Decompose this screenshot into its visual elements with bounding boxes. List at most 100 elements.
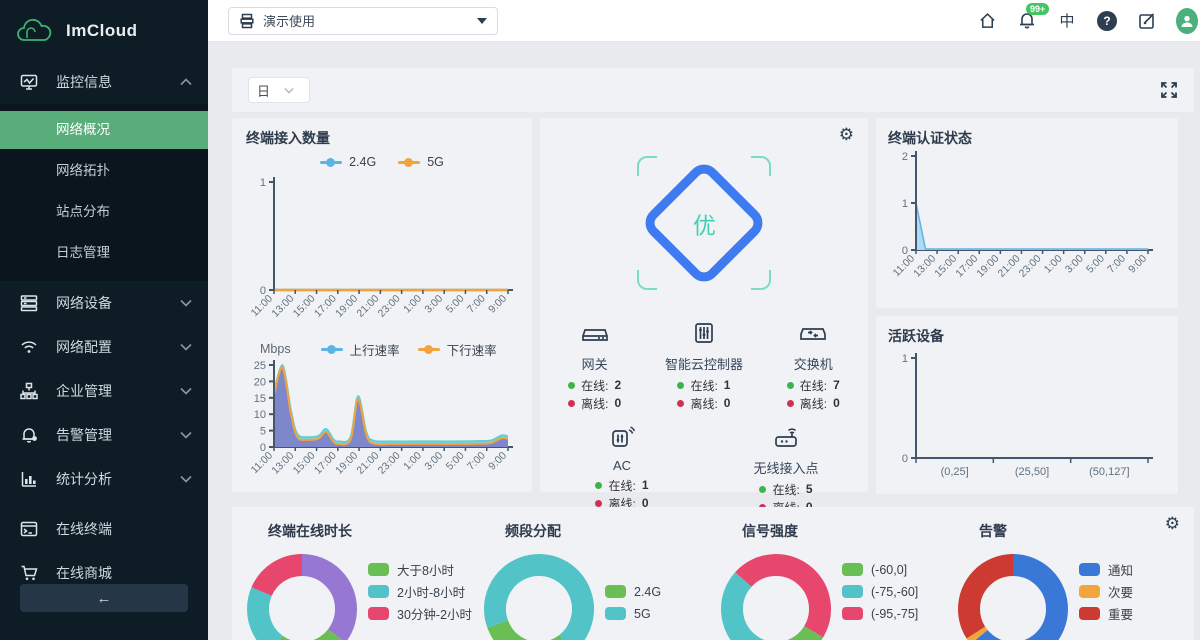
svg-text:0: 0 <box>902 453 908 465</box>
legend-item[interactable]: 5G <box>398 155 444 169</box>
device-stats-row1: 网关 在线: 2 离线: 0 智能云控制器 在线: 1 <box>540 318 868 412</box>
legend-item[interactable]: 上行速率 <box>320 340 400 359</box>
legend-item[interactable]: 2.4G <box>320 155 376 169</box>
dashboard-content: 日 终端接入数量 2.4G 5G 1 1:00 1 3:00 15:00 17:00 19:0… <box>208 42 1200 640</box>
help-icon: ? <box>1097 10 1117 31</box>
online-dot <box>786 381 794 389</box>
alarms-donut-chart <box>958 554 1068 640</box>
legend-item[interactable]: (-95,-75] <box>842 605 918 622</box>
svg-text:17:00: 17:00 <box>312 450 339 477</box>
svg-text:21:00: 21:00 <box>354 450 381 477</box>
topbar: 演示使用 99+ 中 ? <box>208 0 1200 42</box>
sidebar-item-log-management[interactable]: 日志管理 <box>56 245 110 260</box>
device-stats-row2: AC 在线: 1 离线: 0 无线接入点 在 <box>540 422 868 516</box>
svg-text:1:00: 1:00 <box>401 293 424 316</box>
svg-text:0: 0 <box>260 442 266 454</box>
grade-diamond-icon: 优 <box>638 157 770 289</box>
svg-text:(25,50]: (25,50] <box>1015 466 1049 478</box>
card-title-terminal-access: 终端接入数量 <box>246 130 330 146</box>
svg-text:(50,127]: (50,127] <box>1089 466 1129 478</box>
auth-status-card: 终端认证状态 11:00 13:00 15:00 17:00 19:00 21:00 23:… <box>876 118 1178 308</box>
svg-text:19:00: 19:00 <box>974 253 1001 280</box>
sidebar-item-network-topology[interactable]: 网络拓扑 <box>56 163 110 178</box>
home-button[interactable] <box>976 10 998 32</box>
device-stat-cloud-controller: 智能云控制器 在线: 1 离线: 0 <box>649 318 758 412</box>
offline-dot <box>595 499 603 507</box>
period-value: 日 <box>257 83 271 99</box>
chevron-down-icon <box>284 87 294 94</box>
sidebar-item-network-devices[interactable]: 网络设备 <box>0 281 208 325</box>
notifications-button[interactable]: 99+ <box>1016 2 1050 32</box>
app-title: ImCloud <box>66 21 138 40</box>
legend-item[interactable]: 重要 <box>1079 605 1133 622</box>
svg-text:1:00: 1:00 <box>401 450 424 473</box>
period-selector[interactable]: 日 <box>248 77 310 103</box>
chevron-down-icon <box>180 343 192 351</box>
sidebar-item-network-overview[interactable]: 网络概况 <box>0 111 208 149</box>
org-selector-value: 演示使用 <box>263 14 316 29</box>
sidebar-item-online-terminals[interactable]: 在线终端 <box>0 507 208 551</box>
legend-item[interactable]: 通知 <box>1079 561 1133 578</box>
donut-band-allocation: 频段分配 2.4G 5G <box>483 521 720 640</box>
donut-online-duration: 终端在线时长 大于8小时 2小时-8小时 30分钟-2小时 <box>246 521 483 640</box>
org-list-icon <box>240 13 254 28</box>
sidebar-item-enterprise[interactable]: 企业管理 <box>0 369 208 413</box>
svg-text:20: 20 <box>254 376 266 388</box>
chevron-down-icon <box>180 387 192 395</box>
org-selector[interactable]: 演示使用 <box>228 6 498 35</box>
svg-text:23:00: 23:00 <box>376 450 403 477</box>
wifi-icon <box>21 341 37 353</box>
language-button[interactable]: 中 <box>1056 10 1078 32</box>
svg-text:9:00: 9:00 <box>486 293 509 316</box>
sidebar-item-statistics[interactable]: 统计分析 <box>0 457 208 501</box>
wireless-ap-icon <box>775 428 797 447</box>
svg-text:5:00: 5:00 <box>444 293 467 316</box>
offline-dot <box>677 399 685 407</box>
legend-item[interactable]: 大于8小时 <box>368 561 472 578</box>
sidebar-item-network-config[interactable]: 网络配置 <box>0 325 208 369</box>
help-button[interactable]: ? <box>1096 10 1118 32</box>
feedback-button[interactable] <box>1136 10 1158 32</box>
gear-icon[interactable]: ⚙ <box>1164 514 1180 533</box>
sidebar-item-alarm-management[interactable]: 告警管理 <box>0 413 208 457</box>
donut-signal-strength: 信号强度 (-60,0] (-75,-60] (-95,-75] <box>720 521 957 640</box>
svg-text:15:00: 15:00 <box>291 450 318 477</box>
svg-text:21:00: 21:00 <box>996 253 1023 280</box>
svg-text:15: 15 <box>254 393 266 405</box>
alarm-bell-icon <box>22 428 37 443</box>
svg-text:7:00: 7:00 <box>1105 253 1128 276</box>
gear-icon[interactable]: ⚙ <box>838 125 854 144</box>
health-grade-zone: 优 <box>540 128 868 318</box>
svg-text:1: 1 <box>902 198 908 210</box>
legend-item[interactable]: 2小时-8小时 <box>368 583 472 600</box>
sidebar-item-monitoring[interactable]: 监控信息 <box>0 60 208 104</box>
legend-item[interactable]: 次要 <box>1079 583 1133 600</box>
user-menu[interactable] <box>1176 7 1198 34</box>
svg-text:1:00: 1:00 <box>1042 253 1065 276</box>
svg-text:0: 0 <box>902 245 908 257</box>
svg-text:9:00: 9:00 <box>486 450 509 473</box>
legend-item[interactable]: 2.4G <box>605 583 661 600</box>
svg-text:5:00: 5:00 <box>1084 253 1107 276</box>
legend-item[interactable]: 下行速率 <box>417 340 497 359</box>
monitor-icon <box>20 74 38 90</box>
legend-item[interactable]: (-75,-60] <box>842 583 918 600</box>
svg-text:1: 1 <box>260 177 266 189</box>
bracket-corner-icon <box>637 156 657 176</box>
fullscreen-icon[interactable] <box>1160 81 1178 99</box>
sidebar-item-online-store[interactable]: 在线商城 <box>0 551 208 595</box>
sidebar-item-site-distribution[interactable]: 站点分布 <box>56 204 110 219</box>
svg-text:9:00: 9:00 <box>1126 253 1149 276</box>
legend-item[interactable]: 5G <box>605 605 661 622</box>
donut-legend: 通知 次要 重要 <box>1079 561 1133 640</box>
sidebar-collapse-button[interactable]: ← <box>20 584 188 612</box>
svg-text:(0,25]: (0,25] <box>941 466 969 478</box>
online-dot <box>568 381 576 389</box>
svg-text:5:00: 5:00 <box>444 450 467 473</box>
svg-text:3:00: 3:00 <box>422 450 445 473</box>
offline-dot <box>786 399 794 407</box>
device-stat-ac: AC 在线: 1 离线: 0 <box>540 422 704 516</box>
legend-item[interactable]: (-60,0] <box>842 561 918 578</box>
legend-item[interactable]: 30分钟-2小时 <box>368 605 472 622</box>
